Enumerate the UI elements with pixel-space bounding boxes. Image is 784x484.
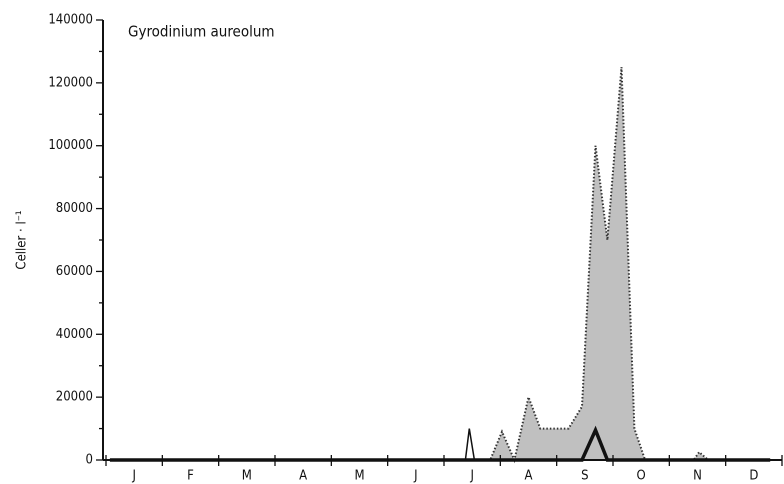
y-tick-label: 80000 [56,201,93,216]
x-tick-label: M [242,469,252,484]
x-tick-label: J [131,469,135,484]
area [109,67,771,460]
x-tick-label: J [413,469,417,484]
y-tick-label: 40000 [56,327,93,342]
x-tick-label: A [525,469,533,484]
x-tick-label: F [187,469,194,484]
x-tick-label: N [693,469,702,484]
y-tick-label: 100000 [48,138,93,153]
line [109,67,771,464]
line [464,428,476,461]
chart-title: Gyrodinium aureolum [128,23,275,41]
x-tick-label: J [469,469,473,484]
y-tick-label: 140000 [48,13,93,28]
y-axis-label: Celler · l⁻¹ [15,210,30,269]
x-tick-label: O [637,469,646,484]
y-tick-label: 20000 [56,390,93,405]
y-tick-label: 0 [86,453,93,468]
x-tick-label: S [581,469,588,484]
x-tick-label: D [749,469,758,484]
x-tick-label: A [299,469,307,484]
x-tick-label: M [354,469,364,484]
line [109,425,771,462]
y-tick-label: 60000 [56,264,93,279]
y-tick-label: 120000 [48,75,93,90]
